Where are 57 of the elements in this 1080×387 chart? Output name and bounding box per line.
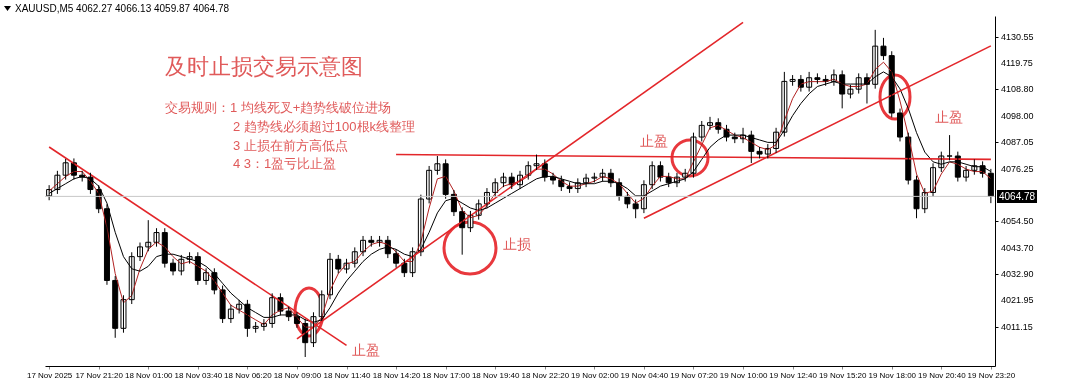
annotation: 止盈	[352, 342, 380, 358]
candlestick	[913, 175, 920, 219]
x-tick-label: 19 Nov 15:20	[818, 370, 868, 380]
x-tick-label: 18 Nov 22:20	[521, 370, 570, 380]
candlestick	[434, 155, 441, 176]
y-tick-label: 4076.25	[1001, 163, 1034, 174]
annotation: 3 止损在前方高低点	[233, 138, 348, 153]
x-tick-label: 18 Nov 19:40	[471, 370, 521, 380]
x-tick-label: 18 Nov 01:00	[124, 370, 174, 380]
candlestick	[756, 146, 763, 159]
x-tick-label: 19 Nov 20:40	[918, 370, 967, 380]
x-tick-label: 18 Nov 09:00	[273, 370, 322, 380]
x-tick-label: 19 Nov 02:00	[571, 370, 620, 380]
candlestick	[624, 191, 631, 209]
y-tick-label: 4119.75	[1001, 57, 1033, 68]
y-tick-label: 4087.05	[1001, 137, 1034, 148]
candlestick	[789, 74, 796, 87]
x-tick-label: 19 Nov 04:40	[620, 370, 669, 380]
y-tick-label: 4108.80	[1001, 84, 1034, 95]
annotation: 交易规则：1 均线死叉+趋势线破位进场	[165, 100, 392, 115]
candlestick	[500, 172, 507, 188]
x-tick-label: 17 Nov 21:20	[75, 370, 124, 380]
candlestick	[657, 160, 664, 183]
x-tick-label: 18 Nov 03:40	[174, 370, 223, 380]
candlestick	[847, 84, 854, 99]
price-tag: 4064.78	[997, 190, 1038, 204]
annotation: 止盈	[640, 132, 668, 149]
annotation: 及时止损交易示意图	[165, 54, 363, 79]
y-tick-label: 4011.15	[1001, 321, 1033, 332]
x-tick-label: 19 Nov 07:20	[670, 370, 719, 380]
candlestick	[153, 227, 160, 248]
chart-title: XAUUSD,M5 4062.27 4066.13 4059.87 4064.78	[15, 3, 230, 14]
x-tick-label: 19 Nov 10:00	[719, 370, 768, 380]
candlestick	[120, 294, 127, 334]
x-tick-label: 18 Nov 06:20	[224, 370, 273, 380]
candlestick	[731, 132, 738, 144]
annotation: 2 趋势线必须超过100根k线整理	[233, 119, 416, 134]
candlestick	[880, 37, 887, 61]
x-tick-label: 18 Nov 11:40	[323, 370, 372, 380]
candlestick	[591, 172, 598, 183]
x-tick-label: 19 Nov 23:20	[967, 370, 1016, 380]
x-tick-label: 19 Nov 12:40	[769, 370, 818, 380]
annotation: 止盈	[935, 109, 963, 125]
y-tick-label: 4032.90	[1001, 268, 1034, 279]
y-tick-label: 4130.55	[1001, 31, 1034, 42]
y-tick-label: 4054.50	[1001, 216, 1034, 227]
x-tick-label: 18 Nov 14:20	[372, 370, 421, 380]
y-tick-label: 4021.95	[1001, 295, 1034, 306]
x-tick-label: 19 Nov 18:00	[868, 370, 917, 380]
annotation: 4 3：1盈亏比止盈	[233, 156, 337, 171]
candlestick	[814, 72, 821, 85]
y-tick-label: 4098.00	[1001, 110, 1034, 121]
annotation: 止损	[503, 236, 531, 252]
candlestick	[533, 154, 540, 171]
x-tick-label: 18 Nov 17:00	[422, 370, 471, 380]
y-tick-label: 4043.70	[1001, 242, 1034, 253]
x-tick-label: 17 Nov 2025	[26, 370, 73, 380]
